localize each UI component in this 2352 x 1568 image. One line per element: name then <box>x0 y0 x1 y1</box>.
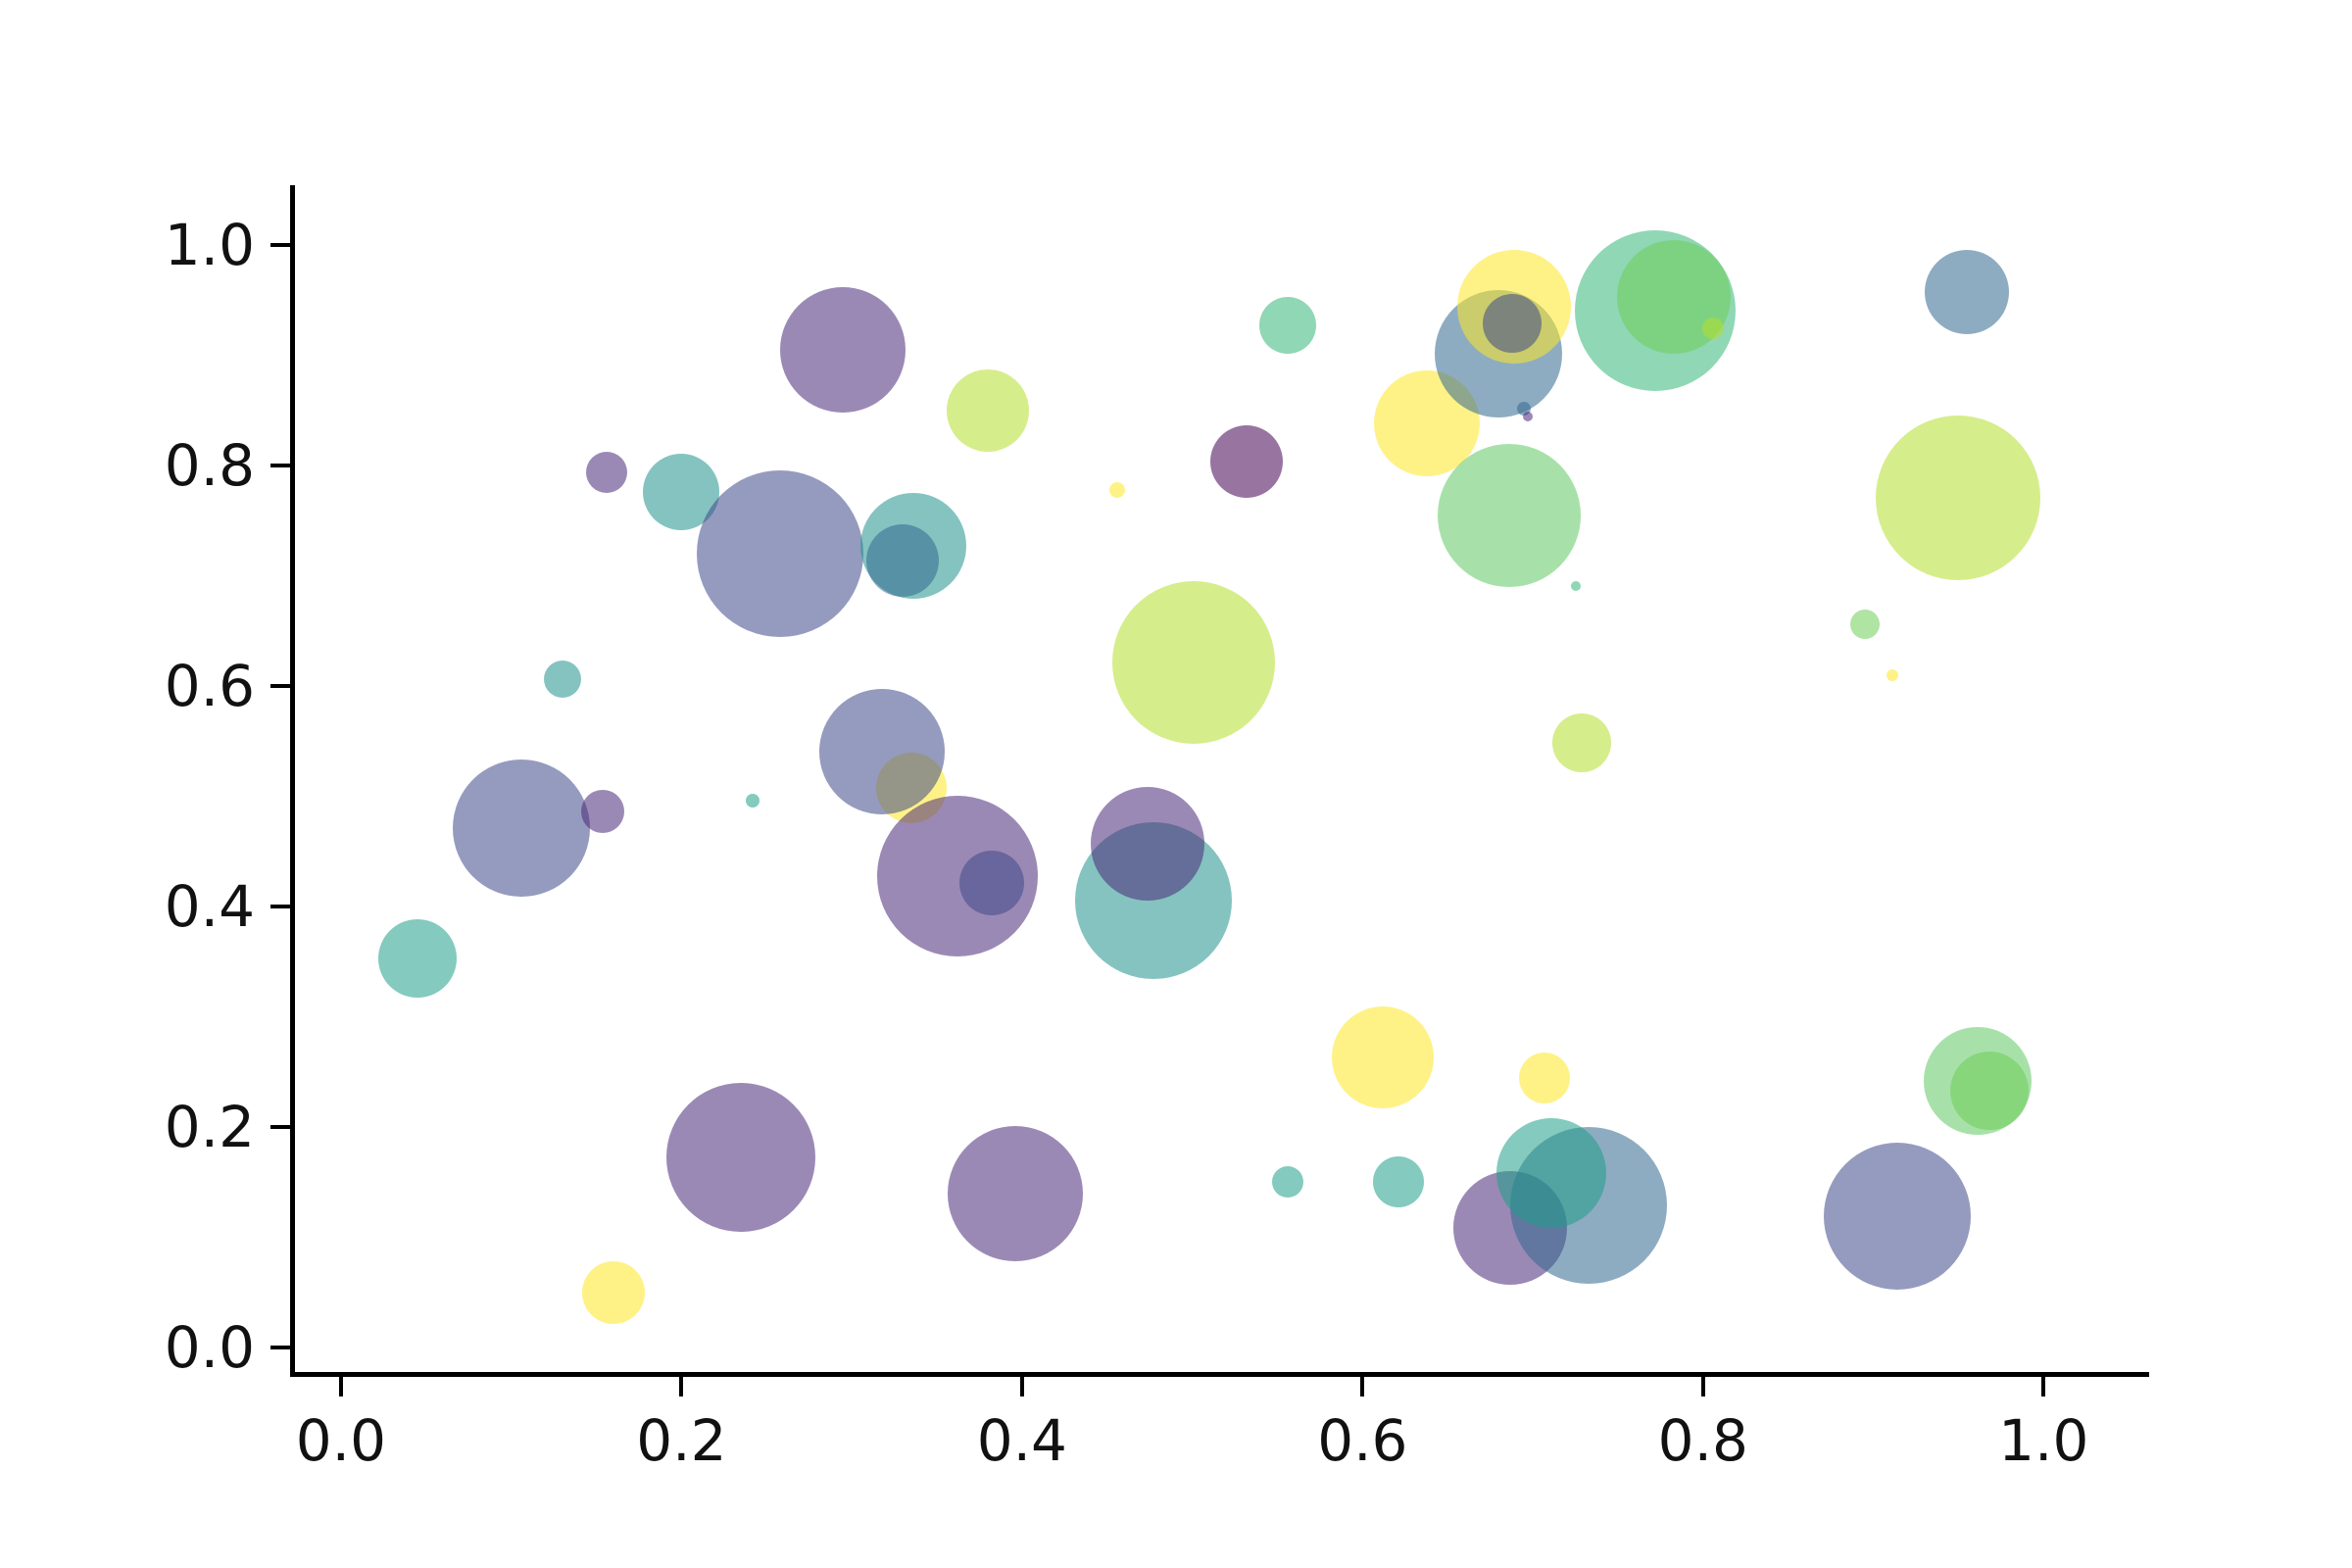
scatter-bubble-18 <box>1091 786 1205 901</box>
x-tick-0.4 <box>1019 1377 1024 1396</box>
x-tick-label-1.0: 1.0 <box>1998 1407 2089 1474</box>
x-tick-label-0.8: 0.8 <box>1657 1407 1748 1474</box>
scatter-bubble-39 <box>1332 1006 1435 1109</box>
y-tick-0.6 <box>270 683 290 688</box>
scatter-bubble-49 <box>581 1260 645 1324</box>
scatter-bubble-38 <box>1552 713 1612 773</box>
scatter-bubble-11 <box>947 368 1030 452</box>
x-tick-label-0.6: 0.6 <box>1317 1407 1408 1474</box>
y-tick-label-0.6: 0.6 <box>164 652 255 719</box>
y-tick-label-0.0: 0.0 <box>164 1314 255 1382</box>
scatter-bubble-16 <box>958 851 1024 916</box>
x-tick-label-0.4: 0.4 <box>976 1407 1067 1474</box>
scatter-bubble-35 <box>1876 415 2041 580</box>
y-tick-0.0 <box>270 1346 290 1350</box>
scatter-bubble-42 <box>1372 1156 1424 1208</box>
x-tick-0.8 <box>1700 1377 1705 1396</box>
scatter-bubble-34 <box>1570 580 1581 591</box>
scatter-bubble-1 <box>378 918 458 998</box>
y-tick-0.8 <box>270 463 290 467</box>
x-tick-0.0 <box>338 1377 343 1396</box>
y-tick-0.4 <box>270 905 290 909</box>
scatter-bubble-33 <box>1437 443 1581 587</box>
y-tick-label-1.0: 1.0 <box>164 211 255 278</box>
scatter-bubble-41 <box>1271 1166 1303 1199</box>
scatter-bubble-10 <box>780 286 906 413</box>
scatter-bubble-31 <box>1702 318 1725 340</box>
scatter-bubble-28 <box>1522 412 1533 422</box>
scatter-bubble-37 <box>1886 668 1898 681</box>
scatter-bubble-19 <box>1112 581 1276 745</box>
scatter-bubble-7 <box>697 469 864 637</box>
scatter-bubble-26 <box>1483 293 1543 353</box>
scatter-bubble-45 <box>1496 1118 1607 1229</box>
y-tick-label-0.4: 0.4 <box>164 873 255 941</box>
scatter-bubble-40 <box>1519 1052 1571 1103</box>
scatter-bubble-9 <box>866 523 940 597</box>
scatter-bubble-12 <box>746 794 760 808</box>
scatter-bubble-5 <box>585 451 627 493</box>
scatter-bubble-48 <box>947 1125 1083 1261</box>
scatter-bubble-14 <box>819 689 946 815</box>
scatter-bubble-46 <box>1823 1143 1971 1291</box>
x-tick-0.2 <box>679 1377 684 1396</box>
y-tick-label-0.8: 0.8 <box>164 431 255 499</box>
scatter-bubble-4 <box>543 661 581 699</box>
scatter-bubble-20 <box>1109 481 1126 498</box>
scatter-bubble-21 <box>1210 425 1284 499</box>
scatter-bubble-2 <box>453 760 591 898</box>
scatter-bubble-32 <box>1925 250 2010 335</box>
x-tick-label-0.2: 0.2 <box>636 1407 727 1474</box>
x-axis-spine <box>290 1372 2149 1377</box>
scatter-bubble-47 <box>666 1082 816 1232</box>
scatter-bubble-22 <box>1258 296 1316 354</box>
scatter-bubble-3 <box>581 790 625 834</box>
x-tick-label-0.0: 0.0 <box>295 1407 387 1474</box>
scatter-bubble-36 <box>1849 609 1880 639</box>
x-tick-0.6 <box>1360 1377 1365 1396</box>
y-axis-spine <box>290 185 295 1377</box>
y-tick-label-0.2: 0.2 <box>164 1094 255 1161</box>
y-tick-0.2 <box>270 1125 290 1130</box>
y-tick-1.0 <box>270 242 290 247</box>
scatter-bubble-51 <box>1949 1052 2029 1130</box>
x-tick-1.0 <box>2041 1377 2046 1396</box>
